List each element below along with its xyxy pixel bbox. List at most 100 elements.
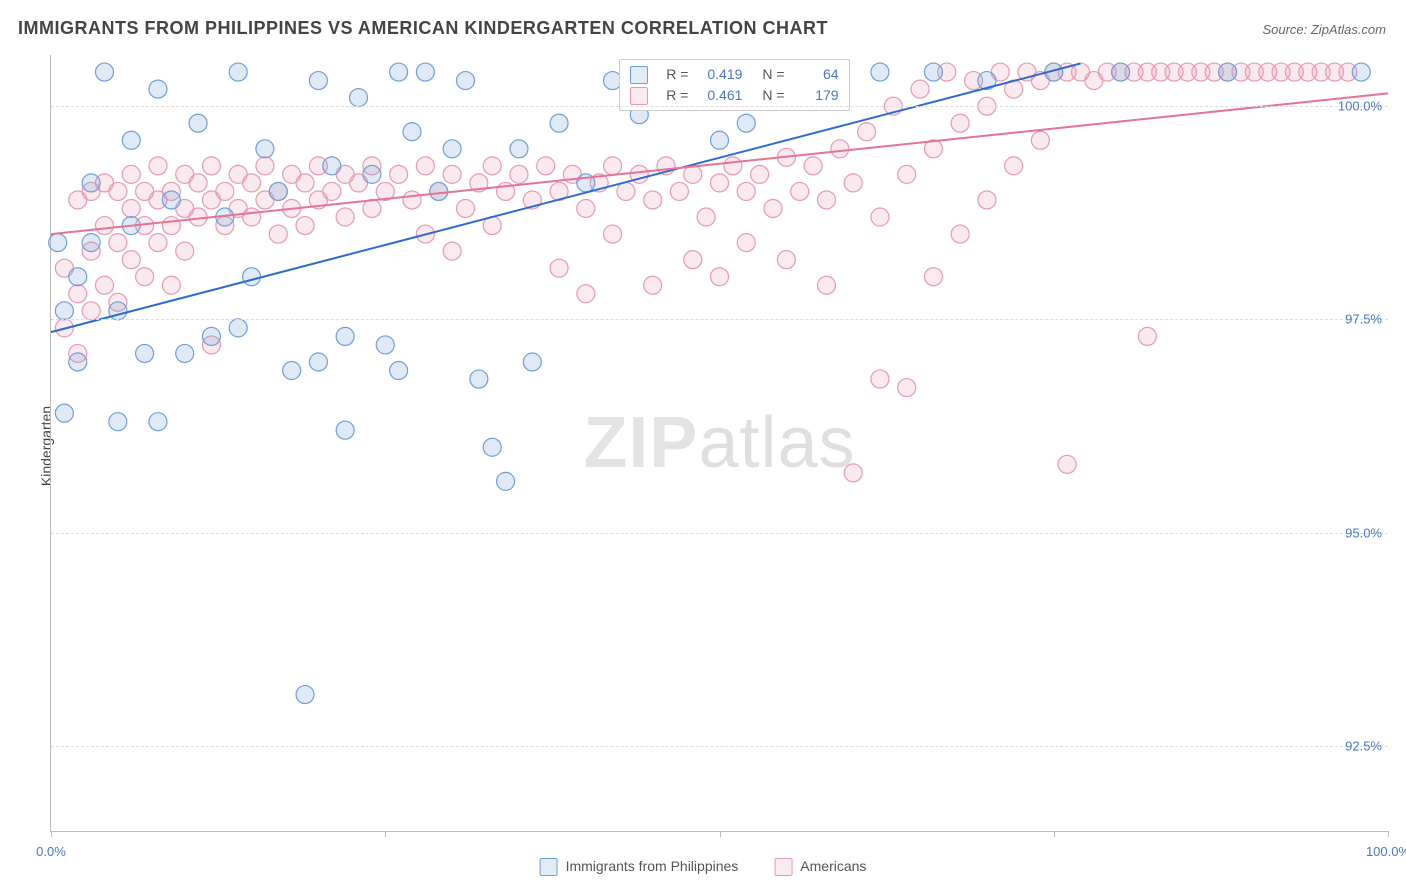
chart-title: IMMIGRANTS FROM PHILIPPINES VS AMERICAN … — [18, 18, 828, 39]
data-point-americans — [1031, 131, 1049, 149]
data-point-americans — [871, 208, 889, 226]
data-point-americans — [95, 276, 113, 294]
data-point-philippines — [336, 327, 354, 345]
data-point-philippines — [376, 336, 394, 354]
data-point-americans — [911, 80, 929, 98]
data-point-americans — [898, 379, 916, 397]
data-point-americans — [951, 225, 969, 243]
data-point-philippines — [1219, 63, 1237, 81]
data-point-americans — [550, 259, 568, 277]
stats-N-label: N = — [762, 85, 784, 106]
data-point-americans — [136, 268, 154, 286]
data-point-philippines — [456, 72, 474, 90]
stats-R-value-americans: 0.461 — [698, 85, 742, 106]
data-point-philippines — [55, 302, 73, 320]
data-point-philippines — [363, 165, 381, 183]
data-point-americans — [777, 251, 795, 269]
data-point-philippines — [309, 353, 327, 371]
data-point-americans — [684, 251, 702, 269]
data-point-americans — [149, 157, 167, 175]
data-point-philippines — [470, 370, 488, 388]
data-point-americans — [256, 157, 274, 175]
legend-label-philippines: Immigrants from Philippines — [566, 858, 739, 874]
data-point-americans — [817, 276, 835, 294]
stats-N-value-philippines: 64 — [795, 64, 839, 85]
data-point-americans — [296, 217, 314, 235]
data-point-americans — [443, 242, 461, 260]
legend: Immigrants from Philippines Americans — [540, 858, 867, 876]
x-tick-mark — [51, 831, 52, 837]
data-point-americans — [243, 174, 261, 192]
data-point-americans — [109, 234, 127, 252]
data-point-americans — [216, 182, 234, 200]
data-point-americans — [764, 199, 782, 217]
data-point-americans — [189, 174, 207, 192]
data-point-americans — [577, 285, 595, 303]
data-point-americans — [403, 191, 421, 209]
data-point-americans — [416, 157, 434, 175]
legend-swatch-americans — [774, 858, 792, 876]
data-point-americans — [363, 199, 381, 217]
data-point-philippines — [55, 404, 73, 422]
source-credit: Source: ZipAtlas.com — [1262, 22, 1386, 37]
data-point-americans — [751, 165, 769, 183]
correlation-stats-box: R =0.419N =64R =0.461N =179 — [619, 59, 849, 111]
data-point-philippines — [69, 353, 87, 371]
data-point-americans — [122, 165, 140, 183]
data-point-philippines — [737, 114, 755, 132]
stats-swatch-philippines — [630, 66, 648, 84]
data-point-americans — [269, 225, 287, 243]
data-point-philippines — [82, 234, 100, 252]
stats-row-philippines: R =0.419N =64 — [630, 64, 838, 85]
data-point-philippines — [283, 362, 301, 380]
data-point-americans — [510, 165, 528, 183]
data-point-philippines — [1112, 63, 1130, 81]
data-point-americans — [817, 191, 835, 209]
data-point-philippines — [162, 191, 180, 209]
data-point-philippines — [269, 182, 287, 200]
source-name: ZipAtlas.com — [1311, 22, 1386, 37]
data-point-americans — [82, 302, 100, 320]
stats-R-value-philippines: 0.419 — [698, 64, 742, 85]
data-point-philippines — [430, 182, 448, 200]
data-point-americans — [737, 234, 755, 252]
data-point-americans — [1058, 455, 1076, 473]
data-point-americans — [951, 114, 969, 132]
data-point-philippines — [416, 63, 434, 81]
data-point-philippines — [924, 63, 942, 81]
y-tick-label: 97.5% — [1345, 312, 1382, 327]
data-point-americans — [1005, 157, 1023, 175]
data-point-philippines — [403, 123, 421, 141]
stats-swatch-americans — [630, 87, 648, 105]
data-point-philippines — [149, 413, 167, 431]
data-point-americans — [162, 217, 180, 235]
data-point-americans — [724, 157, 742, 175]
data-point-philippines — [711, 131, 729, 149]
source-prefix: Source: — [1262, 22, 1310, 37]
stats-row-americans: R =0.461N =179 — [630, 85, 838, 106]
data-point-americans — [644, 276, 662, 294]
stats-R-label: R = — [666, 85, 688, 106]
data-point-philippines — [69, 268, 87, 286]
data-point-philippines — [189, 114, 207, 132]
x-tick-label: 0.0% — [36, 844, 66, 859]
data-point-americans — [804, 157, 822, 175]
x-tick-mark — [1388, 831, 1389, 837]
gridline-h — [51, 533, 1388, 534]
data-point-americans — [443, 165, 461, 183]
data-point-americans — [604, 225, 622, 243]
x-tick-mark — [385, 831, 386, 837]
data-point-philippines — [497, 472, 515, 490]
data-point-philippines — [390, 362, 408, 380]
data-point-americans — [69, 285, 87, 303]
legend-label-americans: Americans — [800, 858, 866, 874]
data-point-philippines — [122, 131, 140, 149]
data-point-americans — [644, 191, 662, 209]
data-point-americans — [871, 370, 889, 388]
data-point-americans — [617, 182, 635, 200]
data-point-americans — [296, 174, 314, 192]
data-point-americans — [858, 123, 876, 141]
legend-item-americans: Americans — [774, 858, 866, 876]
data-point-philippines — [323, 157, 341, 175]
data-point-americans — [831, 140, 849, 158]
